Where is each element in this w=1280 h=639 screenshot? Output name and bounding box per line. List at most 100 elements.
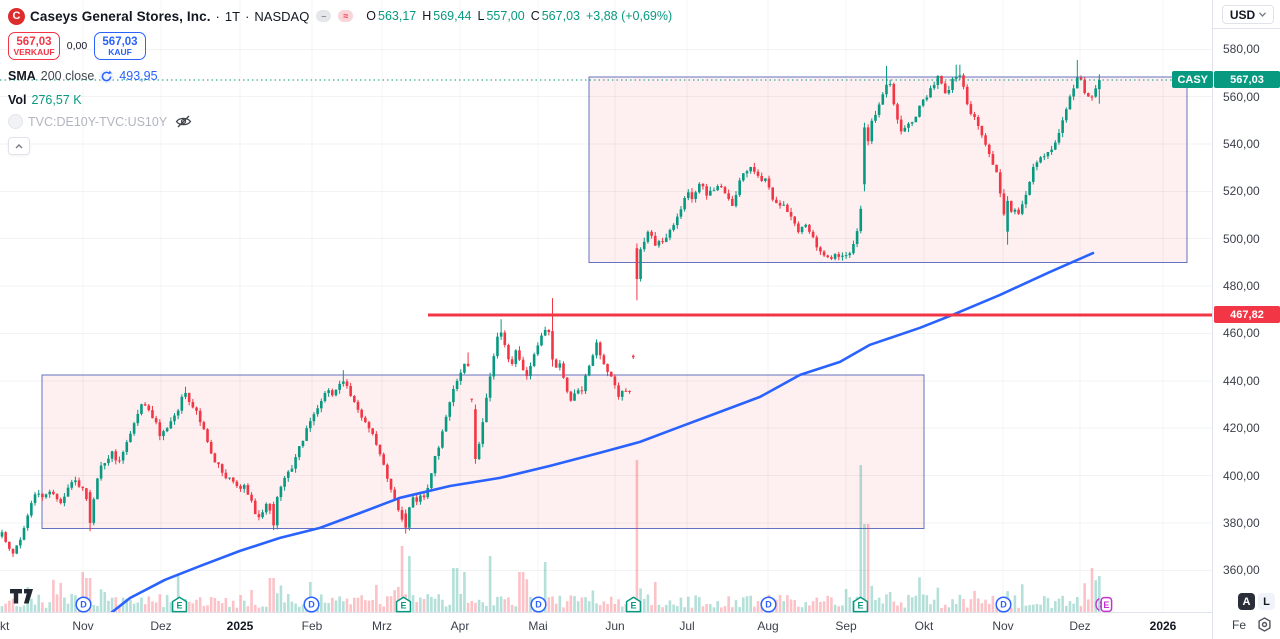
interval-label[interactable]: 1T xyxy=(224,8,241,24)
close-value: 567,03 xyxy=(541,9,580,23)
corner-month-label: Fe xyxy=(1231,617,1246,632)
price-chart[interactable] xyxy=(0,0,1212,612)
price-tick: 440,00 xyxy=(1223,373,1260,388)
month-label: Aug xyxy=(757,619,779,633)
price-tick: 420,00 xyxy=(1223,421,1260,436)
svg-text:D: D xyxy=(80,600,87,610)
eye-off-icon[interactable] xyxy=(175,115,192,128)
svg-text:E: E xyxy=(176,601,182,611)
dividend-marker[interactable]: D xyxy=(302,596,320,613)
svg-text:D: D xyxy=(765,600,772,610)
close-key: C xyxy=(530,9,540,23)
open-key: O xyxy=(366,9,377,23)
separator-dot: · xyxy=(245,8,250,24)
month-label: Mai xyxy=(528,619,548,633)
sell-label: VERKAUF xyxy=(13,46,55,57)
last-price-label: CASY 567,03 xyxy=(1172,71,1280,89)
hidden-study-name: TVC:DE10Y-TVC:US10Y xyxy=(28,114,168,129)
currency-selector[interactable]: USD xyxy=(1222,5,1274,24)
sma-legend-row[interactable]: SMA 200 close 493,95 xyxy=(8,68,672,84)
hidden-study-row[interactable]: TVC:DE10Y-TVC:US10Y xyxy=(8,114,672,129)
low-value: 557,00 xyxy=(486,9,525,23)
ohlc-values: O 563,17 H 569,44 L 557,00 C 567,03 +3,88 (+… xyxy=(366,9,672,23)
time-axis[interactable]: kt Nov Dez 2025 Feb Mrz Apr Mai Jun Jul Aug Sep Okt N… xyxy=(0,612,1212,639)
earnings-marker[interactable]: E xyxy=(395,596,412,613)
symbol-title[interactable]: Caseys General Stores, Inc. xyxy=(30,8,211,24)
alert-price-chip: 467,82 xyxy=(1214,306,1280,324)
buy-price: 567,03 xyxy=(102,35,138,48)
price-tick: 480,00 xyxy=(1223,279,1260,294)
earnings-marker[interactable]: E xyxy=(171,596,188,613)
axis-corner: Fe xyxy=(1213,617,1280,632)
symbol-legend-row[interactable]: C Caseys General Stores, Inc. · 1T · NAS… xyxy=(8,6,672,26)
month-label: Nov xyxy=(992,619,1014,633)
price-scale[interactable]: USD CASY 567,03 467,82 A L Fe 580,00 560,… xyxy=(1172,0,1280,639)
legend-collapse-button[interactable] xyxy=(8,137,30,155)
dividend-marker[interactable]: D xyxy=(529,596,547,613)
symbol-chip: CASY xyxy=(1172,71,1213,89)
separator-dot: · xyxy=(215,8,220,24)
high-key: H xyxy=(422,9,432,23)
month-label: Nov xyxy=(72,619,94,633)
svg-text:D: D xyxy=(1000,600,1007,610)
month-label: Feb xyxy=(301,619,323,633)
auto-scale-button[interactable]: A xyxy=(1238,593,1255,610)
dividend-marker[interactable]: D xyxy=(759,596,777,613)
price-tick: 500,00 xyxy=(1223,231,1260,246)
month-label: Sep xyxy=(835,619,857,633)
log-scale-button[interactable]: L xyxy=(1258,593,1275,610)
price-tick: 520,00 xyxy=(1223,184,1260,199)
month-label: Dez xyxy=(150,619,172,633)
upcoming-earnings-marker[interactable]: E xyxy=(1094,596,1112,613)
dividend-marker[interactable]: D xyxy=(994,596,1012,613)
price-tick: 380,00 xyxy=(1223,515,1260,530)
sell-price: 567,03 xyxy=(16,35,52,48)
currency-label: USD xyxy=(1229,7,1256,22)
post-market-icon[interactable]: ≈ xyxy=(338,10,354,22)
price-tick: 400,00 xyxy=(1223,468,1260,483)
refresh-icon[interactable] xyxy=(99,69,114,84)
price-tick: 540,00 xyxy=(1223,137,1260,151)
study-logo-placeholder xyxy=(8,114,23,129)
month-label: Okt xyxy=(914,619,934,633)
svg-text:D: D xyxy=(308,600,315,610)
month-label: Dez xyxy=(1069,619,1091,633)
exchange-label: NASDAQ xyxy=(254,8,310,24)
buy-button[interactable]: 567,03 KAUF xyxy=(94,32,146,60)
month-label: Jul xyxy=(679,619,695,633)
volume-value: 276,57 K xyxy=(31,93,82,107)
scale-mode-buttons: A L xyxy=(1238,593,1275,610)
buy-label: KAUF xyxy=(108,46,132,57)
dividend-marker[interactable]: D xyxy=(74,596,92,613)
sell-button[interactable]: 567,03 VERKAUF xyxy=(8,32,60,60)
earnings-marker[interactable]: E xyxy=(852,596,869,613)
change-value: +3,88 (+0,69%) xyxy=(585,9,673,23)
sma-value: 493,95 xyxy=(119,69,158,83)
price-tick: 580,00 xyxy=(1223,42,1260,57)
volume-legend-row[interactable]: Vol 276,57 K xyxy=(8,92,672,108)
price-tick: 460,00 xyxy=(1223,326,1260,341)
svg-text:E: E xyxy=(857,601,863,611)
chart-legend: C Caseys General Stores, Inc. · 1T · NAS… xyxy=(8,6,672,155)
sma-params: 200 close xyxy=(40,69,95,83)
sma-200-line xyxy=(110,251,1095,612)
market-closed-icon[interactable]: – xyxy=(316,10,332,22)
last-price-chip: 567,03 xyxy=(1214,71,1280,89)
trade-panel: 567,03 VERKAUF 0,00 567,03 KAUF xyxy=(8,32,672,60)
spread-value: 0,00 xyxy=(66,40,88,52)
volume-name: Vol xyxy=(8,93,27,107)
month-label: 2026 xyxy=(1149,619,1177,633)
month-label: kt xyxy=(0,619,10,633)
tradingview-logo[interactable] xyxy=(10,589,37,610)
month-label: Apr xyxy=(450,619,470,633)
symbol-logo: C xyxy=(8,7,25,25)
svg-text:E: E xyxy=(400,601,406,611)
chevron-down-icon xyxy=(1259,12,1267,17)
axis-settings-gear-icon[interactable] xyxy=(1257,617,1272,632)
open-value: 563,17 xyxy=(378,9,417,23)
svg-text:D: D xyxy=(535,600,542,610)
high-value: 569,44 xyxy=(433,9,472,23)
earnings-marker[interactable]: E xyxy=(625,596,642,613)
price-tick: 360,00 xyxy=(1223,563,1260,578)
